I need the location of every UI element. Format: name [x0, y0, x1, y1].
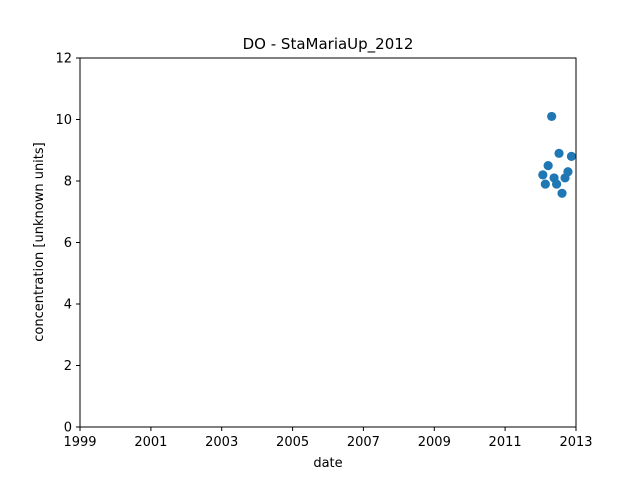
x-tick-label: 2001: [134, 435, 167, 450]
y-axis-label: concentration [unknown units]: [32, 142, 47, 341]
x-tick-label: 2007: [347, 435, 380, 450]
x-tick-label: 2003: [205, 435, 238, 450]
data-point: [540, 179, 550, 189]
x-tick-label: 2005: [276, 435, 309, 450]
y-tick-label: 0: [64, 421, 72, 436]
chart-title: DO - StaMariaUp_2012: [243, 35, 414, 54]
points-layer: [538, 111, 577, 198]
plot-background: [80, 58, 576, 427]
y-tick-label: 8: [64, 175, 72, 190]
data-point: [552, 179, 562, 189]
data-point: [563, 167, 573, 177]
x-tick-label: 2009: [418, 435, 451, 450]
y-tick-label: 10: [55, 113, 72, 128]
plot-frame: [79, 57, 577, 428]
data-point: [543, 161, 553, 171]
data-point: [554, 148, 564, 158]
y-tick-label: 4: [64, 298, 72, 313]
y-tick-label: 6: [64, 236, 72, 251]
data-point: [566, 151, 577, 161]
y-tick-label: 2: [64, 359, 72, 374]
y-axis-ticks: 0 2 4 6 8 10 12: [55, 52, 80, 436]
x-axis-label: date: [313, 456, 342, 471]
x-tick-label: 1999: [63, 435, 96, 450]
data-point: [538, 170, 548, 180]
data-point: [557, 188, 567, 198]
x-axis-ticks: 1999 2001 2003 2005 2007 2009 2011 2013: [63, 427, 593, 450]
x-tick-label: 2011: [489, 435, 522, 450]
data-point: [547, 111, 557, 122]
x-tick-label: 2013: [559, 435, 592, 450]
y-tick-label: 12: [55, 52, 72, 67]
